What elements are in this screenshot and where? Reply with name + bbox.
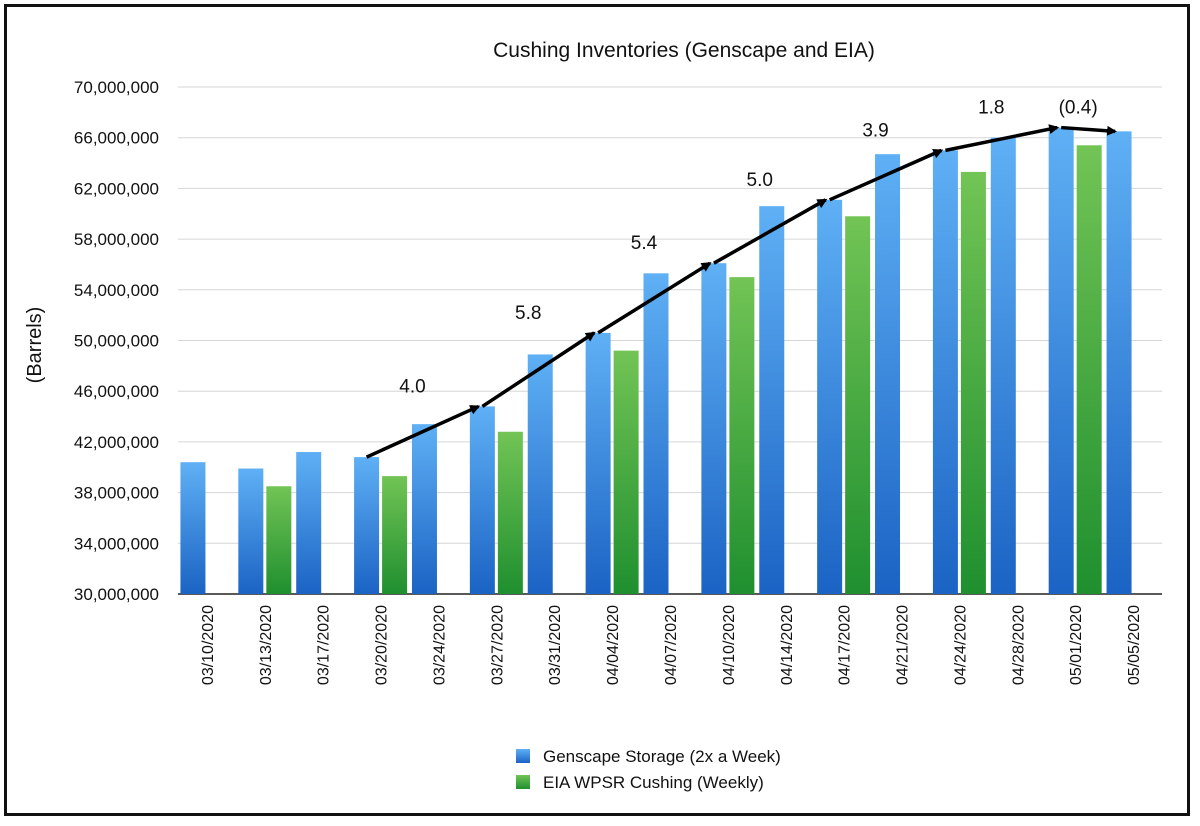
bar-eia	[497, 431, 523, 594]
bar-eia	[729, 277, 755, 594]
chart-frame: Cushing Inventories (Genscape and EIA) (…	[4, 4, 1190, 816]
bar-genscape	[238, 468, 264, 594]
bar-genscape	[354, 457, 380, 594]
bar-genscape	[990, 137, 1016, 594]
trend-arrow	[713, 198, 828, 265]
x-tick-label: 04/28/2020	[1010, 605, 1027, 685]
y-tick-label: 38,000,000	[74, 484, 159, 503]
y-tick-label: 50,000,000	[74, 332, 159, 351]
chart-svg: Cushing Inventories (Genscape and EIA) (…	[24, 39, 1162, 792]
change-label: 5.8	[515, 303, 541, 324]
bar-genscape	[1106, 131, 1132, 595]
x-tick-label: 04/21/2020	[895, 605, 912, 685]
legend: Genscape Storage (2x a Week) EIA WPSR Cu…	[516, 747, 781, 792]
bar-genscape	[180, 462, 206, 594]
change-label: 5.0	[747, 170, 773, 191]
x-tick-label: 03/17/2020	[316, 605, 333, 685]
y-tick-label: 58,000,000	[74, 230, 159, 249]
bar-eia	[266, 486, 292, 594]
trend-arrow	[1061, 125, 1118, 136]
bar-eia	[845, 216, 871, 594]
arrow-layer: 4.0 5.8 5.4 5.0 3.9 1.8 (0.4)	[365, 98, 1118, 459]
bar-layer	[180, 127, 1132, 595]
bar-genscape	[527, 354, 553, 594]
x-tick-label: 04/17/2020	[837, 605, 854, 685]
bar-genscape	[759, 206, 785, 594]
x-tick-labels: 03/10/2020 03/13/2020 03/17/2020 03/20/2020…	[200, 605, 1143, 685]
x-tick-label: 04/04/2020	[605, 605, 622, 685]
chart-title: Cushing Inventories (Genscape and EIA)	[493, 39, 875, 62]
x-tick-label: 03/31/2020	[547, 605, 564, 685]
trend-arrow	[945, 124, 1060, 153]
y-axis-label: (Barrels)	[24, 307, 46, 384]
bar-genscape	[585, 332, 611, 594]
bar-eia	[382, 476, 408, 594]
x-tick-label: 04/10/2020	[721, 605, 738, 685]
x-tick-label: 05/01/2020	[1068, 605, 1085, 685]
x-tick-label: 04/24/2020	[952, 605, 969, 685]
x-tick-label: 03/13/2020	[258, 605, 275, 685]
change-label: 5.4	[631, 233, 658, 254]
legend-label-genscape: Genscape Storage (2x a Week)	[543, 747, 781, 766]
bar-genscape	[875, 154, 901, 595]
x-tick-label: 04/07/2020	[663, 605, 680, 685]
x-tick-label: 03/20/2020	[374, 605, 391, 685]
bar-genscape	[643, 273, 669, 594]
x-tick-label: 05/05/2020	[1126, 605, 1143, 685]
trend-arrow	[597, 261, 712, 335]
y-tick-label: 62,000,000	[74, 179, 159, 198]
x-tick-label: 03/27/2020	[489, 605, 506, 685]
bar-genscape	[411, 424, 437, 594]
legend-swatch-genscape	[516, 749, 530, 763]
bar-genscape	[701, 263, 727, 594]
change-label: (0.4)	[1059, 98, 1098, 119]
change-label: 4.0	[399, 376, 425, 397]
bar-eia	[960, 171, 986, 595]
y-tick-labels: 30,000,000 34,000,000 38,000,000 42,000,000…	[74, 78, 159, 604]
bar-eia	[1076, 145, 1102, 594]
x-tick-label: 03/24/2020	[431, 605, 448, 685]
y-tick-label: 34,000,000	[74, 534, 159, 553]
change-label: 1.8	[978, 98, 1004, 119]
x-tick-label: 04/14/2020	[779, 605, 796, 685]
y-tick-label: 42,000,000	[74, 433, 159, 452]
bar-genscape	[932, 150, 958, 594]
bar-genscape	[817, 199, 843, 594]
y-tick-label: 46,000,000	[74, 382, 159, 401]
change-label: 3.9	[862, 120, 888, 141]
trend-arrow	[481, 331, 596, 408]
y-tick-label: 66,000,000	[74, 129, 159, 148]
legend-swatch-eia	[516, 775, 530, 789]
bar-eia	[613, 350, 639, 594]
bar-genscape	[296, 452, 322, 594]
y-tick-label: 30,000,000	[74, 585, 159, 604]
bar-genscape	[1048, 127, 1074, 594]
x-tick-label: 03/10/2020	[200, 605, 217, 685]
bar-genscape	[469, 406, 495, 594]
trend-arrow	[365, 404, 481, 459]
trend-arrow	[828, 148, 944, 202]
y-tick-label: 70,000,000	[74, 78, 159, 97]
y-tick-label: 54,000,000	[74, 281, 159, 300]
legend-label-eia: EIA WPSR Cushing (Weekly)	[543, 773, 764, 792]
